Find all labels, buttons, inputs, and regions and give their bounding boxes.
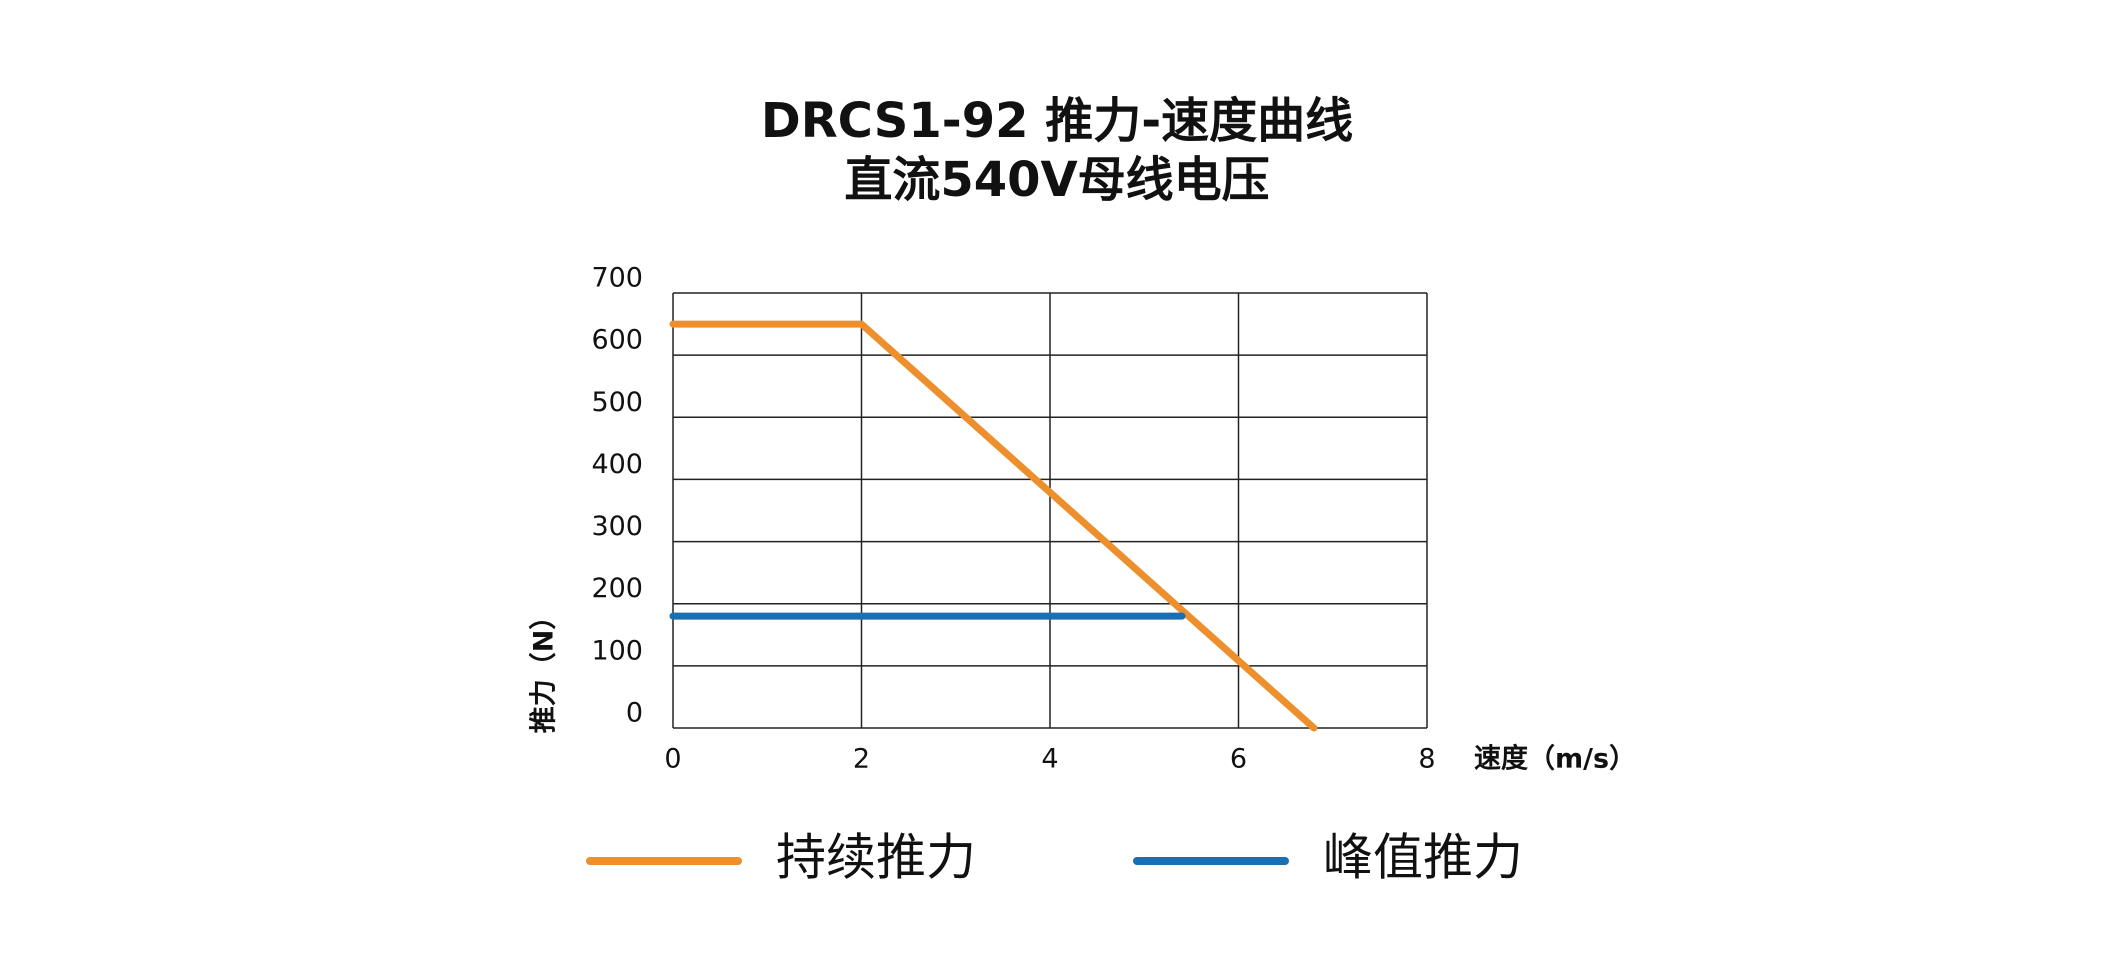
x-axis-label: 速度（m/s） [1474, 743, 1636, 775]
chart-subtitle: 直流540V母线电压 [844, 152, 1269, 208]
y-tick-label: 200 [591, 573, 643, 604]
series-line [669, 320, 1318, 732]
x-tick-label: 2 [853, 744, 870, 775]
x-tick-label: 4 [1041, 744, 1058, 775]
y-axis-label: 推力（N） [529, 603, 560, 734]
legend-label: 峰值推力 [1323, 829, 1523, 887]
x-tick-label: 8 [1418, 744, 1435, 775]
y-tick-label: 300 [591, 511, 643, 542]
x-tick-label: 6 [1230, 744, 1247, 775]
y-tick-label: 500 [591, 387, 643, 418]
y-tick-label: 100 [591, 635, 643, 666]
chart-title: DRCS1-92 推力-速度曲线 [761, 93, 1353, 149]
y-tick-label: 400 [591, 449, 643, 480]
y-tick-label: 600 [591, 325, 643, 356]
x-tick-label: 0 [664, 744, 681, 775]
legend-label: 持续推力 [776, 829, 976, 887]
y-tick-label: 0 [626, 698, 643, 729]
y-tick-label: 700 [591, 263, 643, 294]
